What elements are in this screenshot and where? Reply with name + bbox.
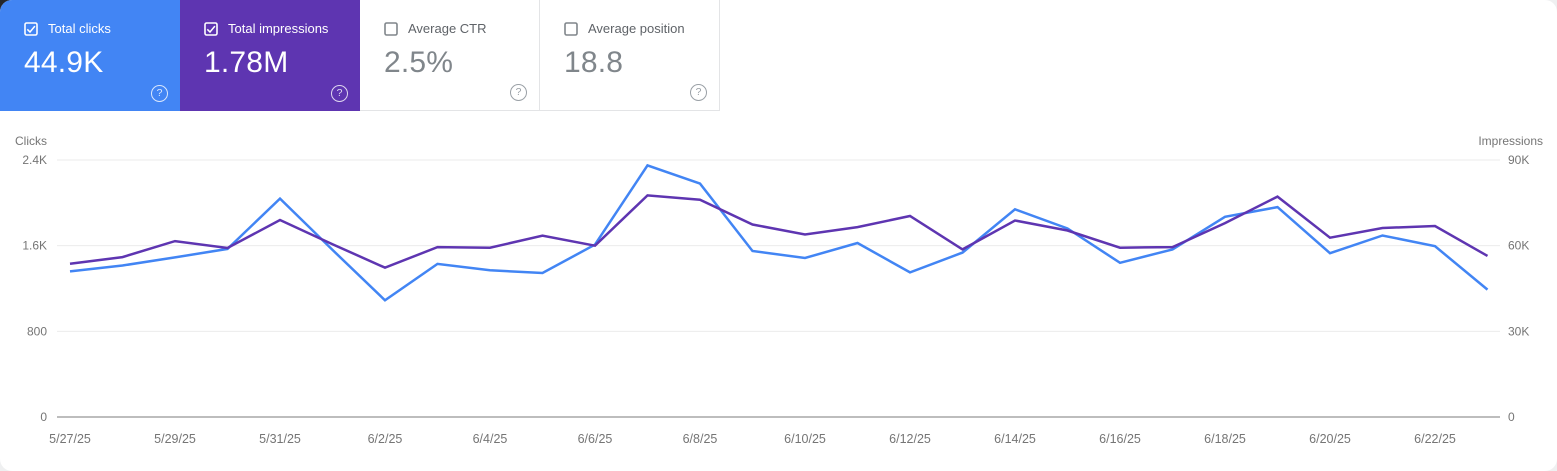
date-label: 5/31/25 [259,432,301,446]
date-label: 6/8/25 [683,432,718,446]
date-label: 5/29/25 [154,432,196,446]
date-label: 5/27/25 [49,432,91,446]
left-tick-label: 2.4K [22,153,47,167]
card-value: 18.8 [564,46,624,79]
date-label: 6/6/25 [578,432,613,446]
left-tick-label: 800 [27,324,47,338]
card-label: Total clicks [48,21,111,36]
card-label: Total impressions [228,21,329,36]
card-label: Average position [588,21,685,36]
unchecked-checkbox-icon[interactable] [384,22,398,36]
left-tick-label: 0 [40,410,47,424]
date-label: 6/20/25 [1309,432,1351,446]
date-label: 6/2/25 [368,432,403,446]
clicks-line[interactable] [69,163,1489,302]
chart-date-labels: 5/27/25 5/29/25 5/31/25 6/2/25 6/4/25 6/6/25 6… [49,432,1456,446]
help-icon[interactable]: ? [690,84,707,101]
date-label: 6/4/25 [473,432,508,446]
unchecked-checkbox-icon[interactable] [564,22,578,36]
chart-tick-labels: 0 800 1.6K 2.4K 0 30K 60K 90K [22,153,1529,424]
card-average-ctr[interactable]: Average CTR 2.5%? [360,0,540,111]
card-value: 44.9K [24,46,104,79]
help-icon[interactable]: ? [151,85,168,102]
left-tick-label: 1.6K [22,239,47,253]
right-tick-label: 90K [1508,153,1529,167]
date-label: 6/22/25 [1414,432,1456,446]
date-label: 6/12/25 [889,432,931,446]
help-icon[interactable]: ? [331,85,348,102]
left-axis-title: Clicks [15,134,47,148]
chart-gridlines [57,159,1500,418]
card-average-position[interactable]: Average position 18.8? [540,0,720,111]
date-label: 6/16/25 [1099,432,1141,446]
right-tick-label: 30K [1508,324,1529,338]
impressions-line[interactable] [69,194,1489,270]
checked-checkbox-icon[interactable] [204,22,218,36]
date-label: 6/10/25 [784,432,826,446]
chart-series-lines [69,163,1489,302]
card-value: 2.5% [384,46,454,79]
card-total-impressions[interactable]: Total impressions 1.78M? [180,0,360,111]
right-tick-label: 0 [1508,410,1515,424]
card-label: Average CTR [408,21,487,36]
card-value: 1.78M [204,46,289,79]
metric-cards-row: Total clicks 44.9K? Total impressions 1.78M… [0,0,1557,111]
help-icon[interactable]: ? [510,84,527,101]
card-total-clicks[interactable]: Total clicks 44.9K? [0,0,180,111]
date-label: 6/18/25 [1204,432,1246,446]
right-tick-label: 60K [1508,239,1529,253]
right-axis-title: Impressions [1478,134,1543,148]
checked-checkbox-icon[interactable] [24,22,38,36]
date-label: 6/14/25 [994,432,1036,446]
